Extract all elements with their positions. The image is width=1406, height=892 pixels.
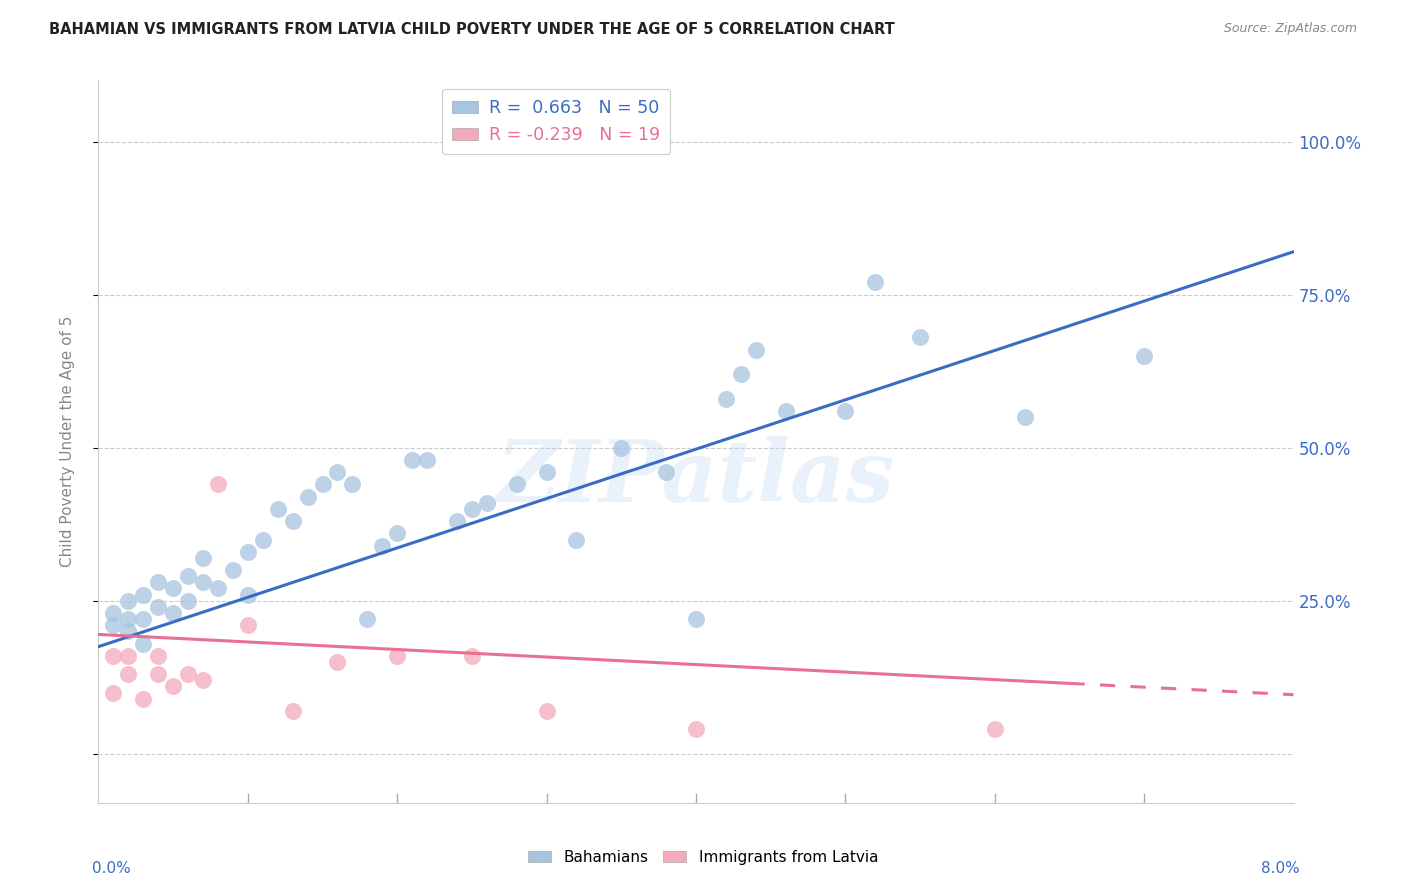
- Point: [281, 514, 304, 528]
- Point: [177, 569, 200, 583]
- Point: [506, 477, 529, 491]
- Point: [565, 533, 588, 547]
- Point: [103, 685, 125, 699]
- Text: Source: ZipAtlas.com: Source: ZipAtlas.com: [1223, 22, 1357, 36]
- Point: [162, 582, 184, 596]
- Point: [730, 367, 752, 381]
- Point: [385, 526, 409, 541]
- Point: [236, 588, 259, 602]
- Point: [297, 490, 319, 504]
- Point: [117, 624, 139, 639]
- Point: [1014, 410, 1036, 425]
- Point: [865, 276, 887, 290]
- Point: [162, 606, 184, 620]
- Point: [1133, 349, 1156, 363]
- Point: [610, 441, 633, 455]
- Text: BAHAMIAN VS IMMIGRANTS FROM LATVIA CHILD POVERTY UNDER THE AGE OF 5 CORRELATION : BAHAMIAN VS IMMIGRANTS FROM LATVIA CHILD…: [49, 22, 896, 37]
- Point: [311, 477, 333, 491]
- Point: [117, 593, 139, 607]
- Point: [117, 667, 139, 681]
- Point: [401, 453, 423, 467]
- Point: [148, 667, 170, 681]
- Point: [267, 502, 290, 516]
- Point: [103, 606, 125, 620]
- Point: [356, 612, 378, 626]
- Point: [207, 582, 229, 596]
- Point: [385, 648, 409, 663]
- Legend: R =  0.663   N = 50, R = -0.239   N = 19: R = 0.663 N = 50, R = -0.239 N = 19: [441, 89, 671, 154]
- Point: [103, 648, 125, 663]
- Point: [148, 575, 170, 590]
- Point: [326, 655, 349, 669]
- Point: [475, 496, 498, 510]
- Point: [191, 673, 214, 688]
- Point: [103, 618, 125, 632]
- Point: [148, 648, 170, 663]
- Y-axis label: Child Poverty Under the Age of 5: Child Poverty Under the Age of 5: [60, 316, 75, 567]
- Point: [416, 453, 439, 467]
- Point: [461, 648, 484, 663]
- Point: [714, 392, 737, 406]
- Text: 8.0%: 8.0%: [1261, 861, 1299, 876]
- Point: [132, 588, 155, 602]
- Point: [536, 704, 558, 718]
- Point: [655, 465, 678, 479]
- Point: [342, 477, 364, 491]
- Point: [148, 599, 170, 614]
- Point: [908, 330, 931, 344]
- Point: [177, 593, 200, 607]
- Point: [132, 612, 155, 626]
- Point: [236, 618, 259, 632]
- Point: [162, 680, 184, 694]
- Point: [745, 343, 768, 357]
- Point: [685, 723, 707, 737]
- Point: [371, 539, 394, 553]
- Text: 0.0%: 0.0%: [93, 861, 131, 876]
- Point: [281, 704, 304, 718]
- Point: [326, 465, 349, 479]
- Point: [236, 545, 259, 559]
- Point: [117, 612, 139, 626]
- Legend: Bahamians, Immigrants from Latvia: Bahamians, Immigrants from Latvia: [522, 844, 884, 871]
- Point: [191, 575, 214, 590]
- Point: [222, 563, 245, 577]
- Point: [536, 465, 558, 479]
- Point: [775, 404, 797, 418]
- Point: [834, 404, 856, 418]
- Point: [191, 550, 214, 565]
- Point: [461, 502, 484, 516]
- Point: [207, 477, 229, 491]
- Point: [177, 667, 200, 681]
- Point: [117, 648, 139, 663]
- Text: ZIPatlas: ZIPatlas: [496, 436, 896, 519]
- Point: [685, 612, 707, 626]
- Point: [984, 723, 1007, 737]
- Point: [252, 533, 274, 547]
- Point: [132, 691, 155, 706]
- Point: [132, 637, 155, 651]
- Point: [446, 514, 468, 528]
